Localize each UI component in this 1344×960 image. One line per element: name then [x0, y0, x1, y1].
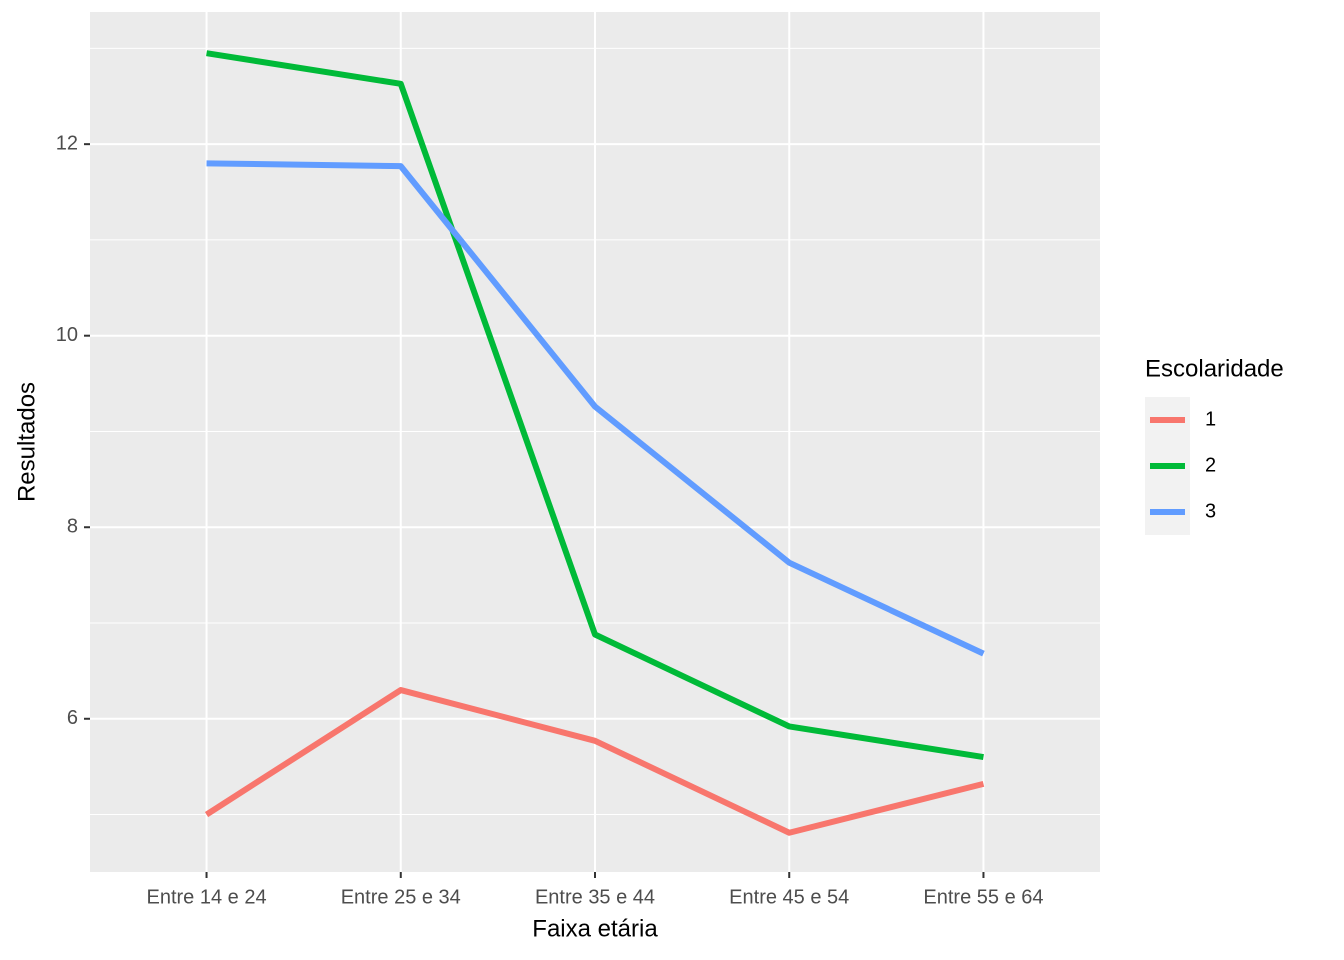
labels: 6 8 10 12 Entre 14 e 24 Entre 25 e 34 Entre 35… [56, 132, 1044, 908]
lines [204, 50, 985, 836]
x-tick-label: Entre 25 e 34 [341, 886, 461, 908]
legend-label: 2 [1205, 454, 1216, 476]
x-axis-title: Faixa etária [532, 915, 658, 942]
series-line [206, 160, 985, 657]
y-axis-title: Resultados [13, 382, 40, 502]
series-line [204, 687, 985, 836]
legend-title: Escolaridade [1145, 355, 1284, 382]
series-line [206, 50, 984, 761]
y-tick-label: 12 [56, 132, 78, 154]
x-tick-label: Entre 35 e 44 [535, 886, 655, 908]
legend-label: 3 [1205, 500, 1216, 522]
grid [90, 12, 1100, 872]
x-tick-label: Entre 45 e 54 [729, 886, 849, 908]
y-tick-label: 10 [56, 324, 78, 346]
legend: 1 2 3 [1150, 408, 1216, 522]
x-tick-label: Entre 55 e 64 [923, 886, 1043, 908]
y-tick-label: 6 [67, 707, 78, 729]
legend-label: 1 [1205, 408, 1216, 430]
y-tick-label: 8 [67, 516, 78, 538]
x-tick-label: Entre 14 e 24 [146, 886, 266, 908]
